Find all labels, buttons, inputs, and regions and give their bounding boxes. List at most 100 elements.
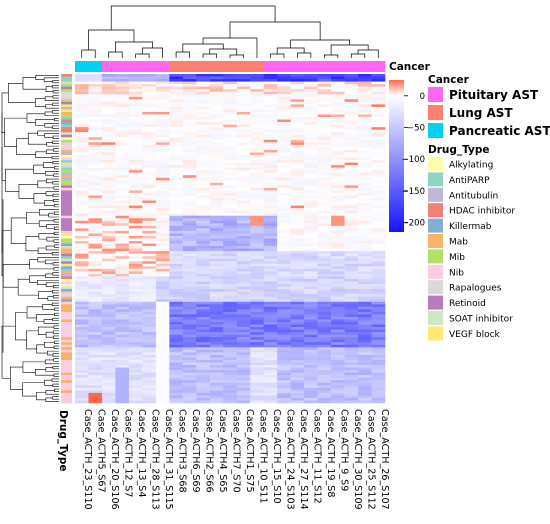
heatmap-cell bbox=[250, 152, 264, 156]
column-label: Case_ACTH_15_S10 bbox=[271, 409, 282, 504]
heatmap-cell bbox=[142, 400, 157, 404]
dendrogram-branch bbox=[52, 383, 59, 387]
heatmap-cell bbox=[277, 281, 291, 285]
heatmap-cell bbox=[304, 187, 318, 191]
heatmap-cell bbox=[290, 213, 305, 217]
heatmap-cell bbox=[155, 134, 170, 138]
heatmap-cell bbox=[142, 177, 157, 181]
heatmap-cell bbox=[277, 322, 291, 325]
heatmap-cell bbox=[371, 278, 386, 282]
colorbar-tick-label: −50 bbox=[407, 124, 425, 134]
heatmap-cell bbox=[290, 334, 305, 338]
heatmap-cell bbox=[317, 74, 332, 77]
heatmap-cell bbox=[115, 243, 130, 247]
heatmap-cell bbox=[277, 132, 291, 136]
heatmap-cell bbox=[250, 172, 264, 176]
drug-type-annotation-cell bbox=[61, 218, 72, 222]
dendrogram-branch bbox=[37, 257, 59, 263]
heatmap-cell bbox=[128, 149, 143, 153]
heatmap-cell bbox=[75, 203, 89, 206]
heatmap-cell bbox=[182, 387, 197, 391]
heatmap-cell bbox=[88, 248, 103, 252]
heatmap-cell bbox=[182, 352, 197, 356]
heatmap-cell bbox=[331, 180, 345, 184]
heatmap-cell bbox=[250, 357, 264, 361]
heatmap-cell bbox=[209, 230, 224, 234]
heatmap-cell bbox=[236, 261, 251, 265]
heatmap-cell bbox=[209, 375, 224, 378]
heatmap-cell bbox=[331, 154, 345, 158]
heatmap-cell bbox=[358, 365, 372, 368]
heatmap-cell bbox=[236, 400, 251, 404]
heatmap-cell bbox=[304, 306, 318, 310]
heatmap-cell bbox=[169, 172, 184, 176]
colorbar-tick-label: −200 bbox=[402, 219, 425, 229]
heatmap-cell bbox=[101, 289, 116, 292]
heatmap-cell bbox=[317, 357, 332, 361]
heatmap-cell bbox=[317, 324, 332, 328]
heatmap-cell bbox=[236, 352, 251, 356]
drug-type-legend: Drug_Type AlkylatingAntiPARPAntitubulinH… bbox=[428, 144, 515, 341]
heatmap-cell bbox=[142, 352, 157, 356]
heatmap-cell bbox=[250, 316, 264, 320]
heatmap-cell bbox=[196, 144, 211, 148]
heatmap-cell bbox=[75, 256, 89, 260]
column-label: Case_ACTH_23_S110 bbox=[82, 409, 93, 510]
heatmap-cell bbox=[250, 289, 264, 292]
heatmap-cell bbox=[182, 311, 197, 315]
heatmap-cell bbox=[88, 311, 103, 315]
drug-type-legend-swatch bbox=[428, 326, 443, 341]
heatmap-cell bbox=[236, 129, 251, 133]
heatmap-cell bbox=[88, 344, 103, 348]
heatmap-cell bbox=[331, 76, 345, 80]
heatmap-cell bbox=[182, 243, 197, 247]
heatmap-cell bbox=[115, 187, 130, 191]
heatmap-cell bbox=[331, 299, 345, 303]
heatmap-cell bbox=[331, 400, 345, 404]
heatmap-cell bbox=[304, 203, 318, 206]
cancer-annotation-cell bbox=[169, 61, 184, 72]
heatmap-cell bbox=[75, 157, 89, 161]
drug-type-legend-swatch bbox=[428, 234, 443, 248]
heatmap-cell bbox=[263, 213, 278, 217]
heatmap-cell bbox=[155, 253, 170, 257]
heatmap-cell bbox=[358, 327, 372, 330]
heatmap-cell bbox=[128, 354, 143, 358]
heatmap-cell bbox=[196, 253, 211, 257]
heatmap-cell bbox=[236, 81, 251, 85]
heatmap-cell bbox=[209, 225, 224, 229]
heatmap-cell bbox=[331, 210, 345, 214]
drug-type-annotation-cell bbox=[61, 137, 72, 141]
heatmap-cell bbox=[277, 175, 291, 179]
heatmap-cell bbox=[128, 210, 143, 214]
heatmap-cell bbox=[101, 122, 116, 125]
heatmap-cell bbox=[263, 397, 278, 401]
heatmap-cell bbox=[209, 352, 224, 356]
heatmap-cell bbox=[115, 223, 130, 227]
dendrogram-branch bbox=[43, 319, 59, 324]
heatmap-cell bbox=[142, 225, 157, 229]
heatmap-cell bbox=[290, 332, 305, 335]
heatmap-cell bbox=[142, 385, 157, 389]
heatmap-cell bbox=[128, 74, 143, 77]
dendrogram-branch bbox=[2, 263, 30, 288]
heatmap-cell bbox=[331, 91, 345, 95]
drug-type-annotation-cell bbox=[61, 94, 72, 98]
heatmap-cell bbox=[250, 248, 264, 252]
heatmap-cell bbox=[196, 370, 211, 373]
heatmap-cell bbox=[182, 382, 197, 386]
heatmap-cell bbox=[169, 94, 184, 98]
heatmap-cell bbox=[331, 137, 345, 141]
heatmap-cell bbox=[263, 253, 278, 257]
heatmap-cell bbox=[317, 289, 332, 292]
heatmap-cell bbox=[223, 167, 238, 171]
heatmap-cell bbox=[344, 301, 359, 305]
heatmap-cell bbox=[263, 256, 278, 260]
column-dendrogram bbox=[81, 5, 379, 58]
dendrogram-branch bbox=[36, 314, 55, 322]
heatmap-cell bbox=[236, 124, 251, 128]
heatmap-cell bbox=[209, 278, 224, 282]
heatmap-cell bbox=[182, 354, 197, 358]
heatmap-cell bbox=[182, 370, 197, 373]
heatmap-cell bbox=[344, 372, 359, 376]
